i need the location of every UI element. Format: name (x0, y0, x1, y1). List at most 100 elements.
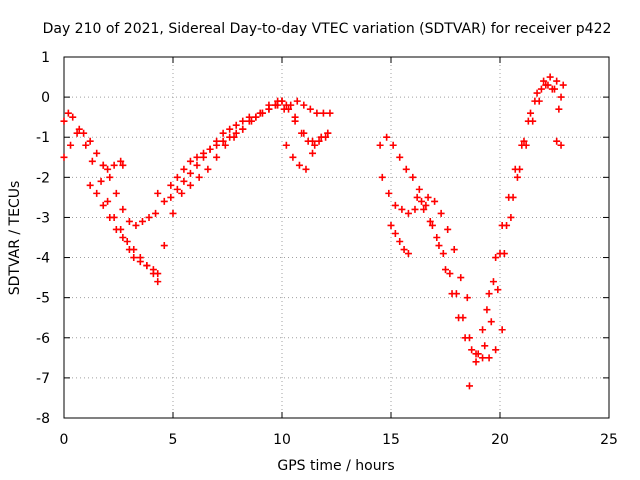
data-point (383, 133, 391, 141)
series-15 (553, 137, 565, 149)
data-point (315, 137, 323, 145)
data-points (60, 73, 567, 390)
data-point (145, 213, 153, 221)
data-point (402, 165, 410, 173)
x-tick-label: 20 (491, 432, 509, 448)
data-point (167, 193, 175, 201)
data-point (309, 149, 317, 157)
data-point (173, 185, 181, 193)
data-point (93, 189, 101, 197)
data-point (535, 97, 543, 105)
data-point (324, 129, 332, 137)
data-point (160, 197, 168, 205)
data-point (431, 197, 439, 205)
data-point (239, 117, 247, 125)
data-point (503, 221, 511, 229)
data-point (553, 137, 561, 145)
data-point (496, 250, 504, 258)
data-point (457, 274, 465, 282)
data-point (485, 354, 493, 362)
axis-ticks: 0 5 10 15 20 25 -8 -7 -6 -5 -4 -3 -2 -1 0 1 (36, 50, 618, 448)
data-point (385, 189, 393, 197)
y-tick-label: 1 (41, 50, 50, 66)
data-point (472, 358, 480, 366)
data-point (287, 101, 295, 109)
data-point (540, 77, 548, 85)
data-point (178, 189, 186, 197)
data-point (204, 165, 212, 173)
data-point (553, 77, 561, 85)
data-point (439, 250, 447, 258)
data-point (104, 165, 112, 173)
data-point (463, 294, 471, 302)
data-point (239, 125, 247, 133)
data-point (542, 81, 550, 89)
data-point (489, 278, 497, 286)
y-tick-label: -5 (36, 291, 50, 307)
data-point (186, 181, 194, 189)
data-point (99, 201, 107, 209)
data-point (433, 234, 441, 241)
series-2 (60, 129, 127, 173)
data-point (154, 189, 162, 197)
x-tick-label: 15 (382, 432, 400, 448)
data-point (291, 117, 299, 125)
data-point (112, 189, 120, 197)
data-point (293, 97, 301, 105)
data-point (527, 109, 535, 117)
data-point (450, 246, 458, 254)
data-point (479, 354, 487, 362)
x-axis-label: GPS time / hours (277, 458, 394, 474)
data-point (559, 81, 567, 89)
data-point (152, 209, 160, 217)
data-point (311, 141, 319, 149)
data-point (219, 137, 227, 145)
series-13 (465, 81, 565, 390)
data-point (465, 334, 473, 342)
grid (64, 57, 609, 418)
data-point (391, 229, 399, 237)
data-point (426, 217, 434, 225)
data-point (494, 286, 502, 294)
data-point (119, 234, 127, 241)
data-point (173, 173, 181, 181)
data-point (546, 73, 554, 81)
series-8 (282, 133, 330, 173)
data-point (106, 173, 114, 181)
data-point (136, 258, 144, 266)
data-point (483, 306, 491, 314)
data-point (298, 129, 306, 137)
data-point (193, 153, 201, 161)
data-point (200, 149, 208, 157)
data-point (193, 161, 201, 169)
data-point (252, 113, 260, 121)
data-point (437, 209, 445, 217)
data-point (472, 350, 480, 358)
data-point (492, 346, 500, 354)
data-point (302, 165, 310, 173)
data-point (67, 141, 75, 149)
data-point (75, 125, 83, 133)
data-point (487, 318, 495, 326)
data-point (104, 197, 112, 205)
data-point (418, 197, 426, 205)
x-tick-label: 5 (169, 432, 178, 448)
data-point (522, 141, 530, 149)
data-point (110, 161, 118, 169)
y-tick-label: -8 (36, 411, 50, 427)
data-point (274, 101, 282, 109)
series-1 (60, 97, 332, 278)
y-tick-label: -7 (36, 371, 50, 387)
data-point (326, 109, 334, 117)
data-point (232, 121, 240, 129)
chart-title: Day 210 of 2021, Sidereal Day-to-day VTE… (43, 21, 612, 37)
plot-frame (63, 56, 610, 419)
data-point (213, 153, 221, 161)
series-11 (387, 221, 412, 258)
data-point (442, 266, 449, 274)
y-tick-label: -3 (36, 210, 50, 226)
data-point (435, 242, 443, 250)
y-axis-label: SDTVAR / TECUs (7, 181, 23, 296)
data-point (295, 161, 303, 169)
